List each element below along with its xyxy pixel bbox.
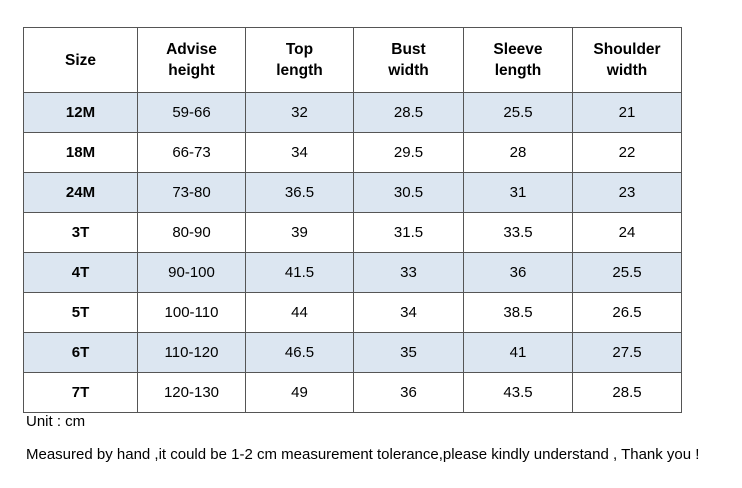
table-header-row: Size Advise height Top length Bust width Sl… — [23, 27, 682, 93]
advise-height-cell: 59-66 — [137, 92, 246, 133]
top-length-cell: 41.5 — [245, 252, 354, 293]
top-length-cell: 36.5 — [245, 172, 354, 213]
sleeve-length-cell: 38.5 — [463, 292, 573, 333]
bust-width-cell: 31.5 — [353, 212, 464, 253]
header-bust-width: Bust width — [353, 27, 464, 93]
size-cell: 6T — [23, 332, 138, 373]
shoulder-width-cell: 22 — [572, 132, 682, 173]
shoulder-width-cell: 24 — [572, 212, 682, 253]
size-cell: 12M — [23, 92, 138, 133]
bust-width-cell: 29.5 — [353, 132, 464, 173]
top-length-cell: 32 — [245, 92, 354, 133]
advise-height-cell: 120-130 — [137, 372, 246, 413]
shoulder-width-cell: 27.5 — [572, 332, 682, 373]
sleeve-length-cell: 43.5 — [463, 372, 573, 413]
top-length-cell: 39 — [245, 212, 354, 253]
table-row: 6T 110-120 46.5 35 41 27.5 — [23, 332, 682, 373]
sleeve-length-cell: 33.5 — [463, 212, 573, 253]
bust-width-cell: 30.5 — [353, 172, 464, 213]
bust-width-cell: 35 — [353, 332, 464, 373]
table-row: 12M 59-66 32 28.5 25.5 21 — [23, 92, 682, 133]
advise-height-cell: 80-90 — [137, 212, 246, 253]
sleeve-length-cell: 25.5 — [463, 92, 573, 133]
size-cell: 18M — [23, 132, 138, 173]
table-row: 4T 90-100 41.5 33 36 25.5 — [23, 252, 682, 293]
sleeve-length-cell: 36 — [463, 252, 573, 293]
shoulder-width-cell: 23 — [572, 172, 682, 213]
top-length-cell: 46.5 — [245, 332, 354, 373]
table-row: 5T 100-110 44 34 38.5 26.5 — [23, 292, 682, 333]
bust-width-cell: 34 — [353, 292, 464, 333]
bust-width-cell: 28.5 — [353, 92, 464, 133]
header-top-length: Top length — [245, 27, 354, 93]
shoulder-width-cell: 26.5 — [572, 292, 682, 333]
sleeve-length-cell: 28 — [463, 132, 573, 173]
header-sleeve-length: Sleeve length — [463, 27, 573, 93]
size-cell: 5T — [23, 292, 138, 333]
shoulder-width-cell: 25.5 — [572, 252, 682, 293]
unit-note: Unit : cm — [26, 413, 86, 430]
tolerance-note: Measured by hand ,it could be 1-2 cm mea… — [26, 446, 700, 463]
table-row: 18M 66-73 34 29.5 28 22 — [23, 132, 682, 173]
header-shoulder-width: Shoulder width — [572, 27, 682, 93]
table-row: 7T 120-130 49 36 43.5 28.5 — [23, 372, 682, 413]
advise-height-cell: 90-100 — [137, 252, 246, 293]
header-size: Size — [23, 27, 138, 93]
bust-width-cell: 33 — [353, 252, 464, 293]
bust-width-cell: 36 — [353, 372, 464, 413]
size-cell: 4T — [23, 252, 138, 293]
header-advise-height: Advise height — [137, 27, 246, 93]
advise-height-cell: 73-80 — [137, 172, 246, 213]
size-cell: 3T — [23, 212, 138, 253]
sleeve-length-cell: 41 — [463, 332, 573, 373]
top-length-cell: 44 — [245, 292, 354, 333]
table-row: 3T 80-90 39 31.5 33.5 24 — [23, 212, 682, 253]
advise-height-cell: 110-120 — [137, 332, 246, 373]
table-row: 24M 73-80 36.5 30.5 31 23 — [23, 172, 682, 213]
size-chart-table: Size Advise height Top length Bust width Sl… — [23, 27, 682, 413]
top-length-cell: 49 — [245, 372, 354, 413]
advise-height-cell: 66-73 — [137, 132, 246, 173]
top-length-cell: 34 — [245, 132, 354, 173]
size-cell: 24M — [23, 172, 138, 213]
shoulder-width-cell: 28.5 — [572, 372, 682, 413]
sleeve-length-cell: 31 — [463, 172, 573, 213]
size-cell: 7T — [23, 372, 138, 413]
shoulder-width-cell: 21 — [572, 92, 682, 133]
advise-height-cell: 100-110 — [137, 292, 246, 333]
